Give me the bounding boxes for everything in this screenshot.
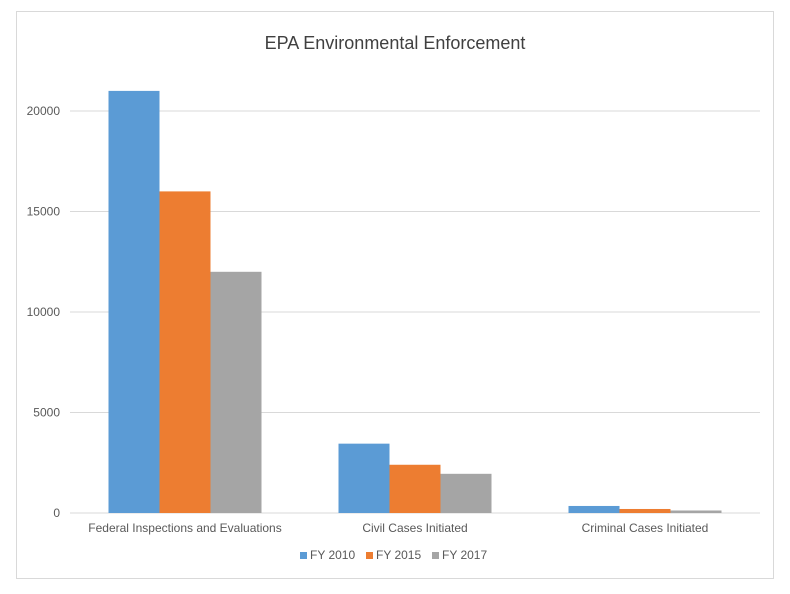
y-tick-label: 5000 [33,406,60,420]
y-tick-label: 0 [53,506,60,520]
legend-swatch [432,552,439,559]
legend-swatch [366,552,373,559]
x-category-label: Civil Cases Initiated [362,521,467,535]
legend-label: FY 2010 [310,548,355,562]
bar [619,508,671,513]
x-category-label: Criminal Cases Initiated [582,521,709,535]
legend-item: FY 2015 [366,548,421,562]
y-tick-label: 10000 [27,305,61,319]
bar [670,510,722,513]
bars [108,90,722,514]
bar [440,473,492,513]
bar [210,271,262,513]
legend: FY 2010 FY 2015 FY 2017 [300,548,487,562]
x-category-label: Federal Inspections and Evaluations [88,521,281,535]
legend-item: FY 2010 [300,548,355,562]
bar [108,90,160,514]
bar [338,443,390,513]
legend-label: FY 2015 [376,548,421,562]
bar [389,464,441,513]
bar [568,505,620,513]
legend-swatch [300,552,307,559]
x-axis: Federal Inspections and Evaluations Civil… [88,521,708,535]
bar [159,191,211,513]
legend-label: FY 2017 [442,548,487,562]
chart-title: EPA Environmental Enforcement [265,33,526,53]
y-tick-label: 20000 [27,104,61,118]
legend-item: FY 2017 [432,548,487,562]
y-axis: 0 5000 10000 15000 20000 [27,104,61,520]
y-tick-label: 15000 [27,205,61,219]
